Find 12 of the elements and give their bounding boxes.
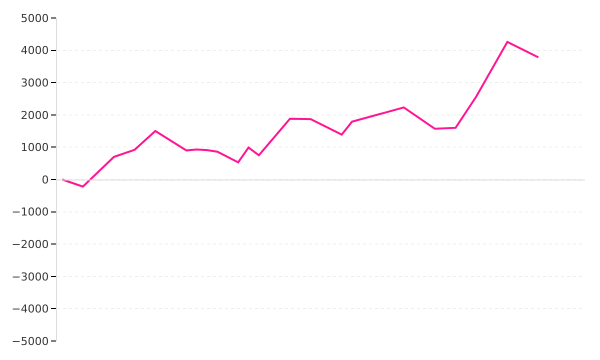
y-tick-label: −3000: [12, 270, 49, 284]
y-tick-label: 0: [42, 173, 49, 186]
y-tick-label: −1000: [12, 206, 49, 219]
y-tick-label: 4000: [20, 44, 49, 58]
y-tick-label: 3000: [20, 76, 49, 90]
y-tick-label: 2000: [20, 108, 49, 122]
y-tick-label: 1000: [20, 141, 49, 154]
y-tick-label: 5000: [20, 12, 49, 25]
y-tick-label: −5000: [12, 334, 49, 348]
y-tick-label: −2000: [12, 238, 49, 251]
y-tick-label: −4000: [12, 302, 49, 316]
line-series: [61, 40, 540, 188]
